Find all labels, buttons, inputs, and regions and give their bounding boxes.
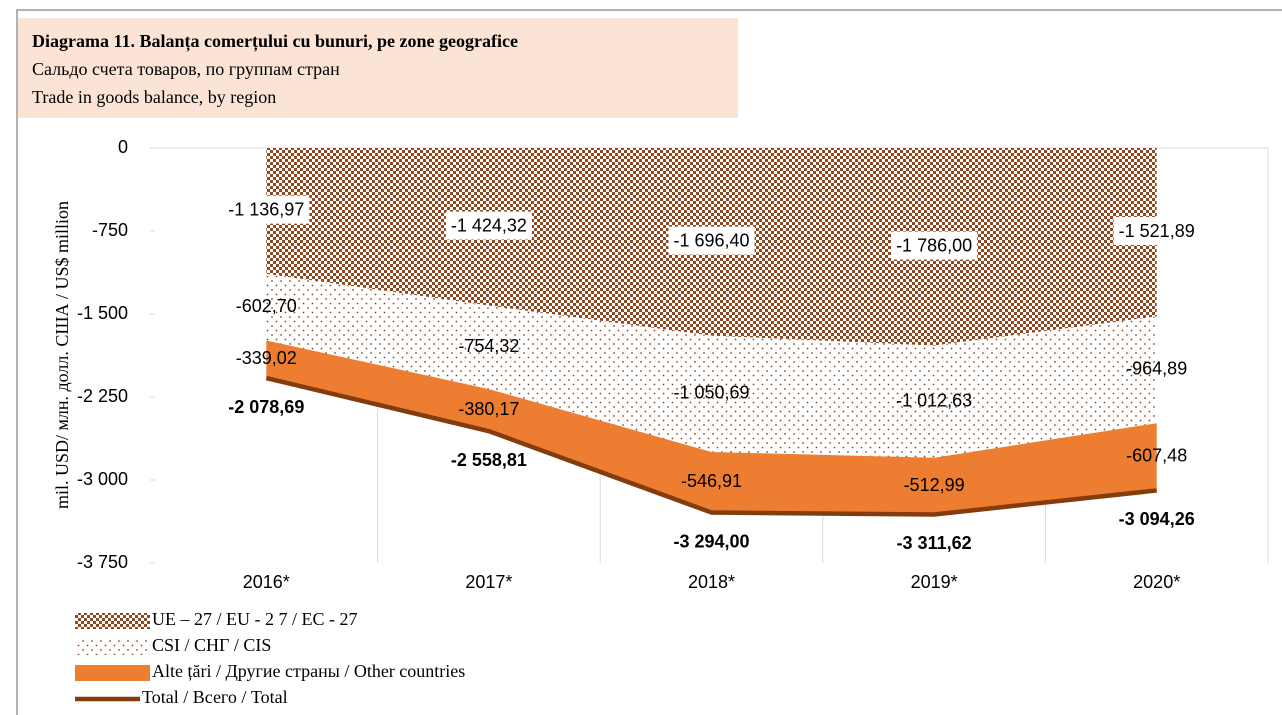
area bbox=[266, 273, 1157, 458]
y-tick-label: -3 750 bbox=[77, 552, 128, 572]
data-label: -512,99 bbox=[904, 475, 965, 495]
data-label-box bbox=[223, 195, 310, 224]
data-label: -1 050,69 bbox=[673, 383, 749, 403]
x-tick-label: 2017* bbox=[465, 572, 512, 592]
y-tick-label: -1 500 bbox=[77, 303, 128, 323]
chart-title: Diagrama 11. Balanța comerțului cu bunur… bbox=[32, 31, 518, 52]
data-label: -964,89 bbox=[1126, 359, 1187, 379]
area bbox=[266, 340, 1157, 515]
x-tick-label: 2016* bbox=[243, 572, 290, 592]
x-tick-label: 2019* bbox=[911, 572, 958, 592]
data-label: -339,02 bbox=[236, 348, 297, 368]
data-label: -3 311,62 bbox=[897, 533, 972, 553]
chart-subtitle: Trade in goods balance, by region bbox=[32, 87, 276, 107]
legend-label: Alte țări / Другие страны / Other countr… bbox=[152, 661, 465, 681]
y-tick-label: -750 bbox=[92, 220, 128, 240]
total-line bbox=[265, 375, 1157, 517]
data-label: -3 294,00 bbox=[673, 531, 749, 551]
y-tick-label: 0 bbox=[118, 137, 128, 157]
data-label-box bbox=[891, 231, 978, 260]
legend-swatch bbox=[75, 639, 150, 655]
data-label: -1 786,00 bbox=[896, 236, 972, 256]
data-label: -1 521,89 bbox=[1119, 221, 1195, 241]
y-tick-label: -3 000 bbox=[77, 469, 128, 489]
y-axis-label: mil. USD/ млн. долл. США / US$ million bbox=[52, 201, 72, 509]
frame bbox=[16, 9, 1282, 715]
data-label-box bbox=[1113, 216, 1200, 245]
data-label: -2 078,69 bbox=[228, 397, 304, 417]
data-label: -380,17 bbox=[458, 399, 519, 419]
legend-label: UE – 27 / EU - 2 7 / ЕС - 27 bbox=[152, 609, 357, 629]
data-label: -2 558,81 bbox=[451, 450, 527, 470]
data-label: -3 094,26 bbox=[1119, 509, 1195, 529]
legend-label: Total / Всего / Total bbox=[142, 687, 288, 707]
chart-subtitle: Сальдо счета товаров, по группам стран bbox=[32, 59, 340, 79]
data-label: -1 696,40 bbox=[673, 231, 749, 251]
data-label: -607,48 bbox=[1126, 446, 1187, 466]
data-label: -1 136,97 bbox=[228, 200, 304, 220]
y-tick-label: -2 250 bbox=[77, 386, 128, 406]
legend-label: CSI / СНГ / CIS bbox=[152, 635, 271, 655]
data-label: -1 012,63 bbox=[896, 390, 972, 410]
data-label: -546,91 bbox=[681, 471, 742, 491]
data-label-box bbox=[445, 211, 532, 240]
legend-swatch bbox=[75, 613, 150, 629]
data-label: -1 424,32 bbox=[451, 216, 527, 236]
legend-swatch bbox=[75, 665, 150, 681]
data-label: -602,70 bbox=[236, 296, 297, 316]
data-label: -754,32 bbox=[458, 336, 519, 356]
data-label-box bbox=[668, 226, 755, 255]
title-box bbox=[18, 18, 738, 118]
x-tick-label: 2020* bbox=[1133, 572, 1180, 592]
x-tick-label: 2018* bbox=[688, 572, 735, 592]
